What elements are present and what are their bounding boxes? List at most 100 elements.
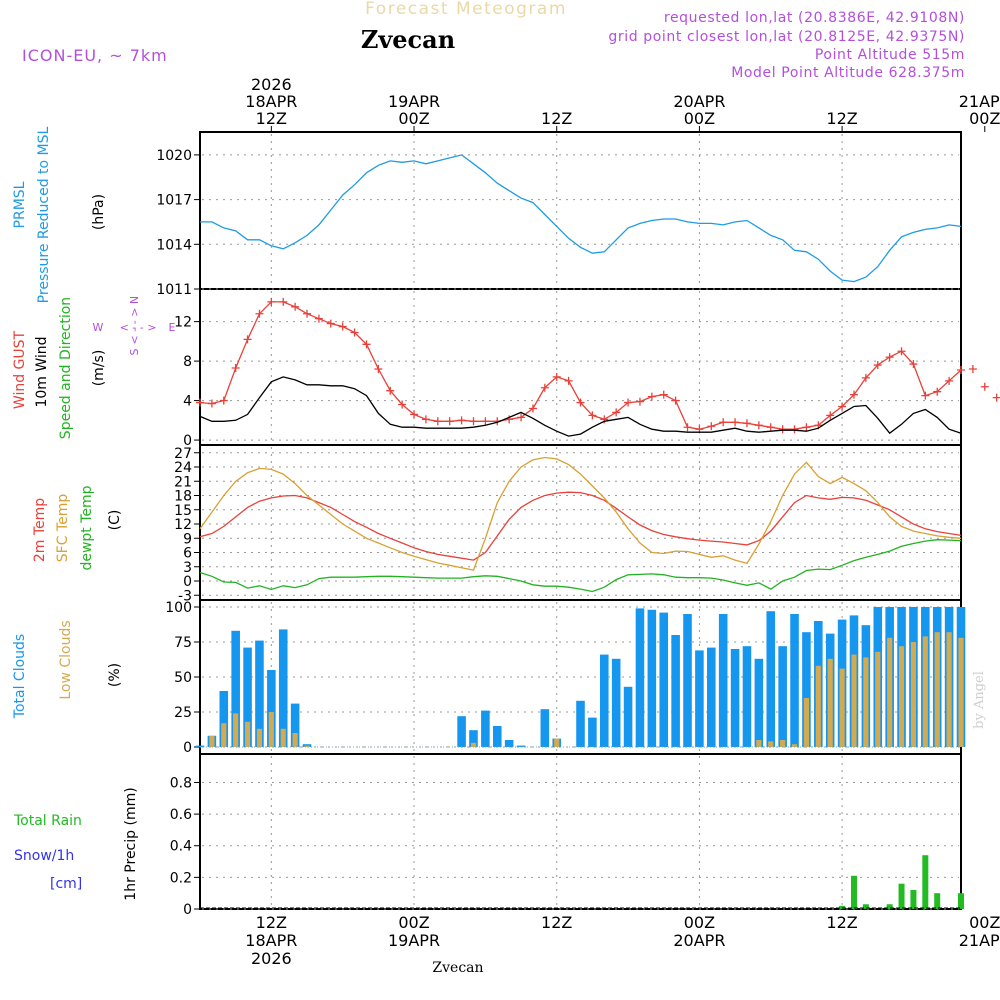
- low-cloud-bar: [827, 658, 833, 747]
- temp-label-4: (C): [107, 510, 123, 531]
- low-cloud-bar: [875, 651, 881, 747]
- total-cloud-bar: [611, 658, 621, 747]
- total-cloud-bar: [576, 700, 585, 747]
- temperature-panel: [199, 444, 962, 601]
- gust-marker: [326, 319, 335, 328]
- total-cloud-bar: [469, 730, 478, 747]
- y-tick-label: 9: [183, 531, 192, 547]
- total-cloud-bar: [504, 740, 514, 747]
- total-cloud-bar: [778, 646, 787, 747]
- panel-frames: [199, 131, 962, 910]
- sfc-temp-line: [199, 456, 962, 571]
- y-tick-label: 4: [183, 394, 192, 410]
- top-time-label: 18APR: [245, 92, 297, 111]
- low-cloud-bar: [958, 637, 964, 747]
- top-time-label: 21APR: [959, 92, 1000, 111]
- y-tick-label: 3: [183, 560, 192, 576]
- gust-marker: [528, 404, 537, 413]
- top-time-label: 2026: [251, 75, 292, 94]
- y-tick-label: 15: [174, 503, 192, 519]
- total-cloud-bar: [267, 670, 276, 747]
- total-cloud-bar: [195, 745, 205, 747]
- low-cloud-bar: [233, 713, 239, 747]
- gust-marker: [588, 411, 597, 420]
- y-tick-label: 1017: [156, 193, 192, 209]
- total-cloud-bar: [635, 608, 645, 747]
- y-tick-label: 1020: [156, 148, 192, 164]
- y-tick-label: 0.6: [170, 807, 192, 823]
- rain-bar: [898, 883, 905, 909]
- gust-marker: [291, 302, 300, 311]
- gust-marker: [635, 397, 644, 406]
- y-axes: 101110141017102004812-303691215182124270…: [156, 148, 200, 918]
- gust-marker: [802, 423, 811, 432]
- low-cloud-bar: [946, 632, 952, 747]
- rain-bar: [934, 893, 941, 909]
- total-cloud-bar: [600, 654, 609, 747]
- wind-label-4: (m/s): [91, 350, 107, 387]
- total-cloud-bar: [730, 649, 740, 747]
- gust-marker: [398, 400, 407, 409]
- plot-layer: [195, 154, 1000, 909]
- total-cloud-bar: [659, 612, 669, 747]
- low-cloud-bar: [292, 733, 298, 747]
- gust-marker: [992, 393, 1000, 402]
- y-tick-label: 0: [183, 574, 192, 590]
- low-cloud-bar: [863, 657, 869, 747]
- gust-marker: [754, 421, 763, 430]
- temp2m-line: [199, 491, 962, 561]
- wind-label-2: 10m Wind: [34, 336, 50, 407]
- total-cloud-bar: [671, 635, 680, 747]
- low-cloud-bar: [851, 654, 857, 747]
- gust-marker: [885, 353, 894, 362]
- total-cloud-bar: [255, 640, 264, 747]
- temperature-labels: 2m Temp SFC Temp dewpt Temp (C): [32, 485, 123, 570]
- gust-marker: [505, 415, 514, 424]
- gust-marker: [719, 418, 728, 427]
- gust-marker: [849, 390, 858, 399]
- low-cloud-bar: [280, 728, 286, 747]
- precip-label-cm: [cm]: [50, 876, 82, 892]
- clouds-label-1: Total Clouds: [12, 634, 28, 719]
- wind-line: [199, 376, 962, 437]
- bottom-time-label: 12Z: [826, 913, 857, 932]
- gust-marker: [921, 391, 930, 400]
- location-title: Zvecan: [361, 25, 455, 54]
- gust-marker: [683, 423, 692, 432]
- y-tick-label: 12: [174, 315, 192, 331]
- y-tick-label: 24: [174, 460, 192, 476]
- gust-marker: [826, 411, 835, 420]
- low-cloud-bar: [839, 668, 845, 747]
- gust-marker: [303, 309, 312, 318]
- total-cloud-bar: [742, 646, 752, 747]
- low-cloud-bar: [209, 735, 215, 747]
- compass-south: S: [128, 348, 141, 355]
- pressure-label-3: (hPa): [91, 194, 107, 230]
- gust-marker: [410, 410, 419, 419]
- total-cloud-bar: [243, 647, 252, 747]
- gust-marker: [469, 417, 478, 426]
- gust-marker: [624, 398, 633, 407]
- top-time-label: 19APR: [388, 92, 440, 111]
- gust-marker: [945, 376, 954, 385]
- gust-marker: [219, 396, 228, 405]
- total-cloud-bar: [492, 726, 502, 747]
- pressure-label-1: PRMSL: [12, 181, 28, 228]
- low-cloud-bar: [922, 636, 928, 747]
- gust-marker: [766, 423, 775, 432]
- low-cloud-bar: [910, 642, 917, 747]
- wind-label-3: Speed and Direction: [58, 297, 74, 439]
- y-tick-label: 0: [183, 740, 192, 756]
- total-cloud-bar: [481, 710, 490, 747]
- wind-panel: [199, 288, 962, 446]
- y-tick-label: 6: [183, 546, 192, 562]
- y-tick-label: -3: [178, 588, 192, 604]
- bottom-time-label: 00Z: [398, 913, 429, 932]
- grid-lines: [202, 134, 959, 910]
- gust-marker: [552, 372, 561, 381]
- y-tick-label: 25: [174, 705, 192, 721]
- gust-marker: [671, 396, 680, 405]
- low-cloud-bar: [803, 698, 809, 747]
- total-cloud-bar: [540, 709, 550, 747]
